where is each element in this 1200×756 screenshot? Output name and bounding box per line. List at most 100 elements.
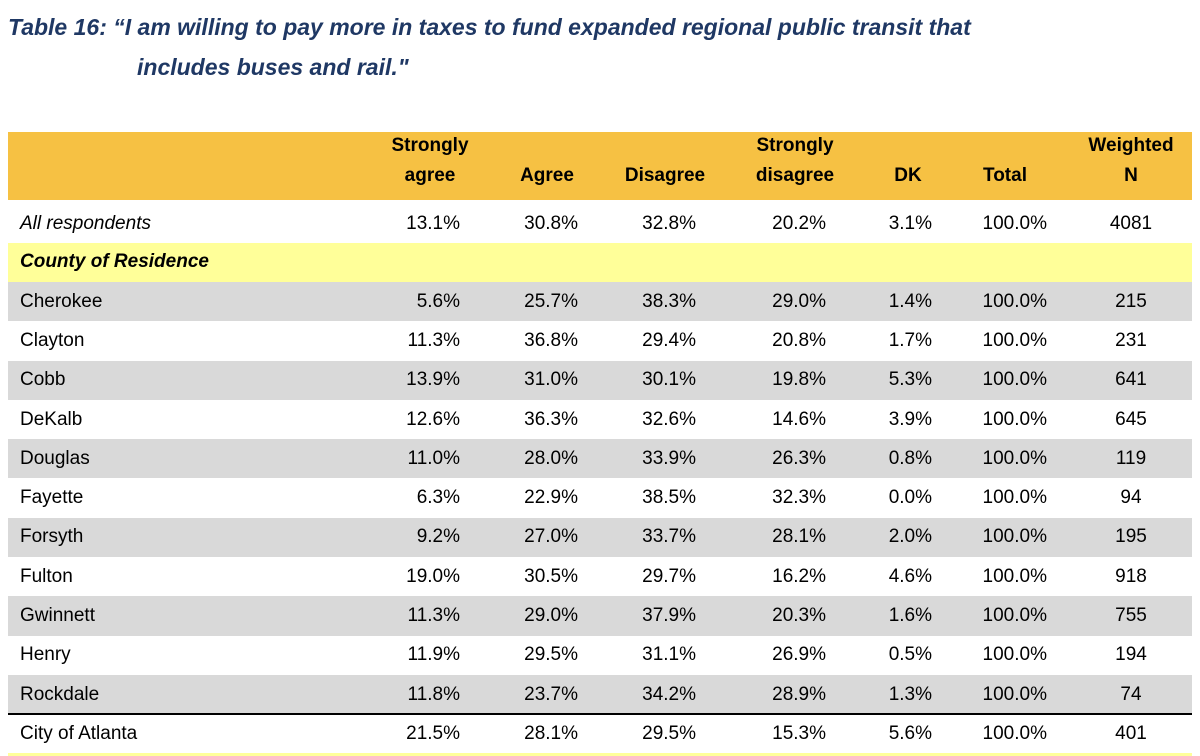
- cell: 28.1%: [772, 526, 826, 548]
- cell: 0.5%: [888, 644, 932, 666]
- cell: 27.0%: [524, 526, 578, 548]
- cell: 29.7%: [642, 565, 696, 587]
- cell: 25.7%: [524, 290, 578, 312]
- cell: 100.0%: [982, 290, 1047, 312]
- cell: 100.0%: [982, 487, 1047, 509]
- cell: 100.0%: [982, 644, 1047, 666]
- cell: 1.4%: [888, 290, 932, 312]
- cell: 23.7%: [524, 683, 578, 705]
- cell: 14.6%: [772, 408, 826, 430]
- cell: 4.6%: [888, 565, 932, 587]
- cell: 215: [1115, 290, 1147, 312]
- cell: 36.8%: [524, 329, 578, 351]
- column-header: Disagree: [624, 165, 706, 186]
- next-band: [8, 753, 1192, 756]
- column-header: Weighted: [1088, 135, 1174, 156]
- cell: 22.9%: [524, 487, 578, 509]
- row-label: All respondents: [20, 213, 151, 234]
- cell: 641: [1115, 369, 1147, 391]
- row-label: Fayette: [20, 487, 84, 509]
- cell: 15.3%: [772, 723, 826, 745]
- cell: 31.1%: [642, 644, 696, 666]
- row-band: [8, 517, 1192, 558]
- cell: 30.8%: [524, 213, 578, 234]
- cell: 5.6%: [888, 723, 932, 745]
- column-header: DK: [894, 165, 922, 186]
- section-heading: County of Residence: [20, 251, 209, 272]
- row-band: [8, 439, 1192, 479]
- cell: 29.0%: [772, 290, 826, 312]
- row-label: Cherokee: [20, 290, 103, 312]
- cell: 231: [1115, 329, 1147, 351]
- cell: 30.5%: [524, 565, 578, 587]
- cell: 100.0%: [982, 605, 1047, 627]
- cell: 28.1%: [524, 723, 578, 745]
- cell: 32.6%: [642, 408, 696, 430]
- column-header: agree: [404, 165, 456, 186]
- cell: 33.7%: [642, 526, 696, 548]
- cell: 31.0%: [524, 369, 578, 391]
- cell: 0.8%: [888, 447, 932, 469]
- row-band: [8, 360, 1192, 400]
- row-label: Cobb: [20, 369, 66, 391]
- cell: 100.0%: [982, 683, 1047, 705]
- cell: 1.7%: [888, 329, 932, 351]
- cell: 11.3%: [407, 329, 460, 351]
- row-band: [8, 596, 1192, 636]
- cell: 401: [1115, 723, 1147, 745]
- cell: 30.1%: [642, 369, 696, 391]
- cell: 5.3%: [888, 369, 932, 391]
- cell: 5.6%: [416, 290, 460, 312]
- row-label: Clayton: [20, 329, 85, 351]
- cell: 1.3%: [888, 683, 932, 705]
- cell: 6.3%: [416, 487, 460, 509]
- cell: 12.6%: [406, 408, 460, 430]
- row-label: Forsyth: [20, 526, 84, 548]
- cell: 100.0%: [982, 526, 1047, 548]
- cell: 33.9%: [642, 447, 696, 469]
- cell: 38.3%: [642, 290, 696, 312]
- cell: 0.0%: [888, 487, 932, 509]
- column-header: disagree: [755, 165, 835, 186]
- row-band: [8, 675, 1192, 715]
- cell: 37.9%: [642, 605, 696, 627]
- row-band: [8, 282, 1192, 322]
- cell: 100.0%: [982, 565, 1047, 587]
- cell: 36.3%: [524, 408, 578, 430]
- cell: 28.9%: [772, 683, 826, 705]
- cell: 26.9%: [772, 644, 826, 666]
- row-label: Fulton: [20, 565, 73, 587]
- column-header: Strongly: [391, 135, 469, 156]
- row-label: Douglas: [20, 447, 90, 469]
- cell: 38.5%: [642, 487, 696, 509]
- cell: 13.1%: [406, 213, 460, 234]
- cell: 34.2%: [642, 683, 696, 705]
- cell: 194: [1115, 644, 1147, 666]
- cell: 13.9%: [406, 369, 460, 391]
- cell: 9.2%: [416, 526, 460, 548]
- cell: 21.5%: [406, 723, 460, 745]
- column-header: Strongly: [756, 135, 834, 156]
- row-label: Henry: [20, 644, 71, 666]
- cell: 29.4%: [642, 329, 696, 351]
- cell: 11.0%: [407, 447, 460, 469]
- column-header: Agree: [520, 165, 574, 186]
- cell: 11.9%: [407, 644, 460, 666]
- cell: 11.3%: [407, 605, 460, 627]
- cell: 100.0%: [982, 408, 1047, 430]
- cell: 645: [1115, 408, 1147, 430]
- cell: 3.1%: [888, 213, 932, 234]
- title-line: includes buses and rail.": [137, 54, 409, 80]
- cell: 1.6%: [888, 605, 932, 627]
- cell: 100.0%: [982, 447, 1047, 469]
- column-header: N: [1124, 165, 1138, 186]
- cell: 11.8%: [407, 683, 460, 705]
- cell: 32.3%: [772, 487, 826, 509]
- cell: 28.0%: [524, 447, 578, 469]
- cell: 100.0%: [982, 213, 1047, 234]
- section-band: [8, 243, 1192, 282]
- title-line: Table 16: “I am willing to pay more in t…: [8, 14, 971, 40]
- row-label: Gwinnett: [20, 605, 95, 627]
- cell: 19.8%: [772, 369, 826, 391]
